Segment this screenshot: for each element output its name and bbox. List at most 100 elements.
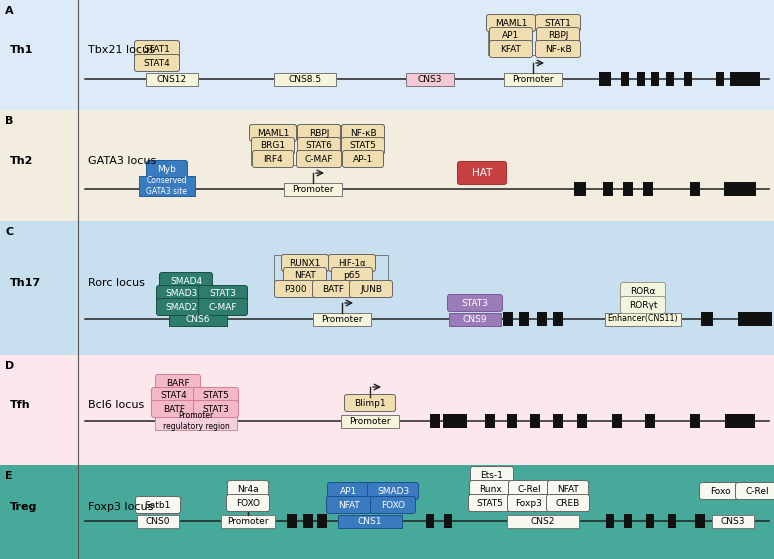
Text: STAT5: STAT5	[477, 499, 503, 508]
Bar	[444, 514, 452, 528]
Bar	[341, 415, 399, 428]
Bar	[624, 514, 632, 528]
Text: RBPJ: RBPJ	[548, 31, 568, 40]
Text: SMAD2: SMAD2	[165, 302, 197, 311]
Bar	[553, 312, 563, 326]
FancyBboxPatch shape	[252, 150, 293, 168]
Text: RBPJ: RBPJ	[309, 129, 329, 138]
FancyBboxPatch shape	[489, 40, 533, 58]
Text: BATF: BATF	[163, 405, 185, 414]
Bar	[503, 312, 513, 326]
Bar	[603, 182, 613, 196]
Text: Foxp3 locus: Foxp3 locus	[88, 502, 153, 512]
Bar	[668, 514, 676, 528]
Bar	[284, 182, 342, 196]
FancyBboxPatch shape	[344, 395, 396, 411]
Bar	[574, 182, 586, 196]
Bar	[643, 182, 653, 196]
Text: C-Rel: C-Rel	[517, 485, 541, 494]
Text: BATF: BATF	[322, 285, 344, 293]
FancyBboxPatch shape	[468, 495, 512, 511]
Text: CNS3: CNS3	[721, 517, 745, 525]
Text: C-MAF: C-MAF	[305, 154, 334, 163]
FancyBboxPatch shape	[313, 281, 354, 297]
Text: STAT5: STAT5	[350, 141, 376, 150]
FancyBboxPatch shape	[341, 125, 385, 141]
Text: Promoter: Promoter	[228, 517, 269, 525]
Bar	[155, 412, 237, 430]
Text: Promoter: Promoter	[293, 184, 334, 193]
Bar	[605, 312, 681, 325]
Bar	[724, 182, 756, 196]
FancyBboxPatch shape	[252, 138, 294, 154]
Bar	[430, 414, 440, 428]
FancyBboxPatch shape	[159, 272, 213, 290]
Text: HIF-1α: HIF-1α	[338, 258, 366, 268]
Text: Th2: Th2	[10, 155, 33, 165]
FancyBboxPatch shape	[343, 150, 383, 168]
Bar	[488, 15, 572, 55]
Bar	[637, 72, 645, 86]
Bar	[146, 73, 198, 86]
Text: CNS2: CNS2	[531, 517, 555, 525]
FancyBboxPatch shape	[341, 138, 385, 154]
Text: CNS0: CNS0	[146, 517, 170, 525]
Text: C-MAF: C-MAF	[209, 302, 238, 311]
FancyBboxPatch shape	[536, 15, 580, 31]
Text: CNS9: CNS9	[463, 315, 488, 324]
FancyBboxPatch shape	[296, 150, 341, 168]
Text: STAT1: STAT1	[143, 45, 170, 54]
FancyBboxPatch shape	[735, 482, 774, 500]
Text: P300: P300	[284, 285, 307, 293]
Bar	[485, 414, 495, 428]
Bar	[317, 514, 327, 528]
Text: A: A	[5, 6, 14, 16]
Text: Ets-1: Ets-1	[481, 471, 503, 480]
FancyBboxPatch shape	[536, 40, 580, 58]
FancyBboxPatch shape	[487, 15, 536, 31]
FancyBboxPatch shape	[509, 481, 550, 498]
Text: E: E	[5, 471, 12, 481]
Text: B: B	[5, 116, 13, 126]
Bar	[712, 514, 754, 528]
Bar	[651, 72, 659, 86]
Text: MAML1: MAML1	[257, 129, 289, 138]
FancyBboxPatch shape	[282, 254, 328, 272]
Text: NF-κB: NF-κB	[545, 45, 571, 54]
FancyBboxPatch shape	[249, 125, 296, 141]
FancyBboxPatch shape	[135, 54, 180, 72]
Bar	[646, 514, 654, 528]
Bar	[169, 312, 227, 325]
FancyBboxPatch shape	[368, 482, 419, 500]
FancyBboxPatch shape	[146, 160, 187, 178]
FancyBboxPatch shape	[194, 387, 238, 405]
Bar	[251, 125, 373, 165]
FancyBboxPatch shape	[227, 495, 269, 511]
Bar	[406, 73, 454, 86]
Bar	[738, 312, 772, 326]
Bar	[530, 414, 540, 428]
Bar	[716, 72, 724, 86]
Bar	[606, 514, 614, 528]
Text: Tfh: Tfh	[10, 400, 31, 410]
Bar	[0, 110, 774, 221]
Bar	[0, 465, 774, 559]
Bar	[621, 72, 629, 86]
FancyBboxPatch shape	[536, 27, 580, 45]
Text: Bcl6 locus: Bcl6 locus	[88, 400, 144, 410]
Text: STAT4: STAT4	[161, 391, 187, 400]
FancyBboxPatch shape	[547, 481, 588, 498]
FancyBboxPatch shape	[156, 299, 206, 315]
Text: Runx: Runx	[478, 485, 502, 494]
FancyBboxPatch shape	[297, 125, 341, 141]
FancyBboxPatch shape	[152, 387, 197, 405]
Text: STAT5: STAT5	[203, 391, 229, 400]
Text: GATA3 locus: GATA3 locus	[88, 155, 156, 165]
Text: Foxo: Foxo	[710, 486, 731, 495]
Text: NFAT: NFAT	[557, 485, 579, 494]
Text: IRF4: IRF4	[263, 154, 283, 163]
FancyBboxPatch shape	[471, 467, 513, 484]
Bar	[274, 73, 336, 86]
FancyBboxPatch shape	[156, 375, 200, 391]
Bar	[504, 73, 562, 86]
